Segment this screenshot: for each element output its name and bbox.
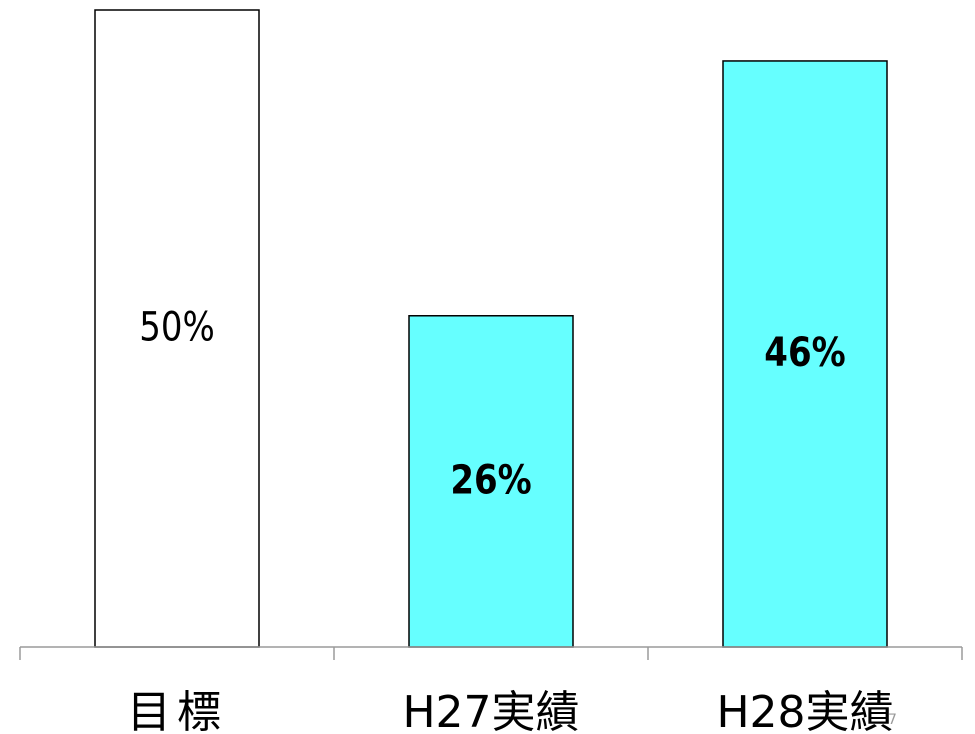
category-label-1: H27実績 [402,687,579,734]
bar-1 [408,315,574,648]
page-number: 7 [888,712,897,728]
x-axis [19,646,963,660]
data-label-1: 26% [450,457,531,503]
data-labels-group: 50% 26% 46% [139,304,845,503]
bars-group [94,9,888,648]
bar-2 [722,60,888,648]
bar-0 [94,9,260,648]
data-label-2: 46% [764,329,845,375]
category-labels-group: 目標 H27実績 H28実績 [127,687,894,734]
data-label-0: 50% [139,304,215,350]
category-label-2: H28実績 [716,687,893,734]
category-label-0: 目標 [127,687,227,734]
